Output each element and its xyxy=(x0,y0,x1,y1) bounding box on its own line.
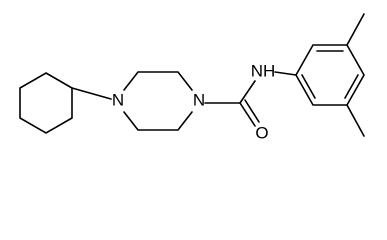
methyl-bond xyxy=(346,13,365,46)
piperazine-ring xyxy=(123,71,193,91)
atom-label: O xyxy=(255,123,268,142)
cyclohexane-ring xyxy=(19,72,73,134)
bond xyxy=(71,87,112,100)
piperazine-ring xyxy=(123,111,193,131)
aromatic-bond xyxy=(301,74,316,99)
bond xyxy=(239,80,256,104)
double-bond xyxy=(239,102,256,127)
atom-label: NH xyxy=(251,61,276,80)
atom-label: N xyxy=(193,90,205,109)
molecule-diagram: N N NH O xyxy=(19,13,365,142)
atom-label: N xyxy=(112,90,124,109)
bond xyxy=(274,71,297,76)
double-bond xyxy=(244,99,260,123)
aromatic-bond xyxy=(344,74,359,99)
benzene-ring xyxy=(295,44,365,106)
methyl-bond xyxy=(346,104,365,137)
